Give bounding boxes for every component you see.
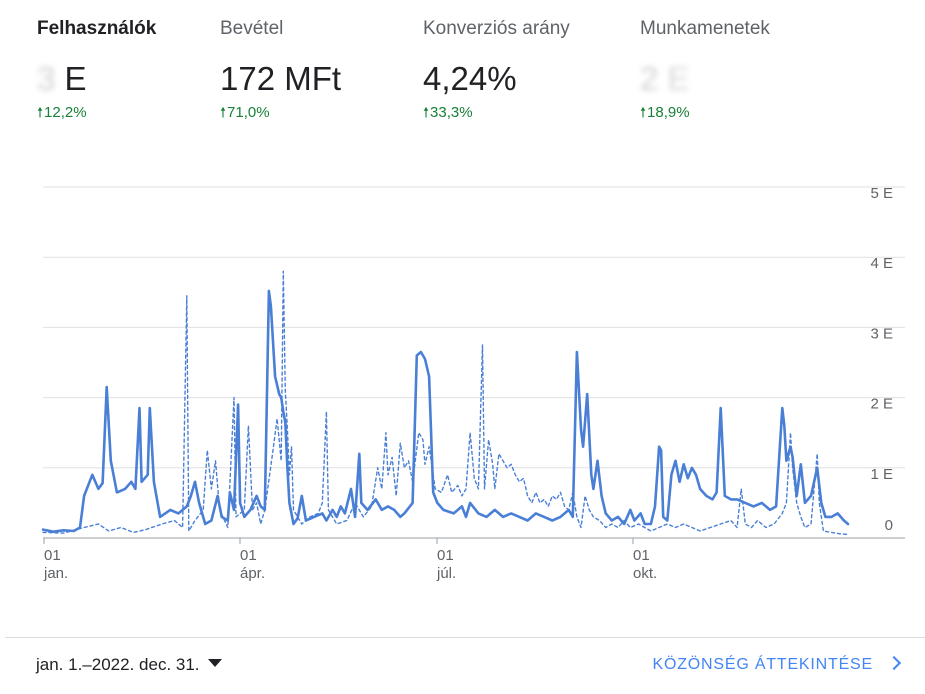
arrow-up-icon: 🠕 [423,104,430,120]
x-tick-month-label: jan. [43,565,68,582]
y-tick-label: 0 [885,517,893,534]
metric-users-change: 🠕12,2% [37,102,87,126]
metric-conversion-rate-change-value: 33,3% [430,104,473,121]
metric-sessions[interactable]: Munkamenetek 2 E 🠕18,9% [640,18,770,121]
audience-overview-label: KÖZÖNSÉG ÁTTEKINTÉSE [652,656,873,673]
x-tick-day-label: 01 [437,547,454,564]
x-tick-month-label: ápr. [240,565,265,582]
metric-users-value-hidden: 3 [37,60,56,97]
x-tick-month-label: júl. [436,565,456,582]
metric-conversion-rate-value: 4,24% [423,60,517,97]
metric-users-label: Felhasználók [37,18,157,39]
arrow-up-icon: 🠕 [640,104,647,120]
x-tick-month-label: okt. [633,565,657,582]
metric-conversion-rate[interactable]: Konverziós arány 4,24% 🠕33,3% [423,18,570,121]
caret-down-icon [207,659,222,667]
series-line-current [41,289,850,533]
metric-users-value: 3 E [37,60,87,98]
metric-sessions-label: Munkamenetek [640,18,770,39]
metric-revenue-change-value: 71,0% [227,104,270,121]
arrow-up-icon: 🠕 [37,104,44,120]
y-tick-label: 1 E [870,466,893,483]
series-line-comparison [42,270,849,536]
y-tick-label: 5 E [870,185,893,202]
metric-users[interactable]: Felhasználók 3 E 🠕12,2% [37,18,157,121]
metric-conversion-rate-label: Konverziós arány [423,18,570,39]
metric-revenue-change: 🠕71,0% [220,102,270,126]
metric-users-change-value: 12,2% [44,104,87,121]
y-tick-label: 4 E [870,255,893,272]
divider [5,637,925,638]
date-range-label: jan. 1.–2022. dec. 31. [36,655,200,674]
y-tick-label: 3 E [870,325,893,342]
metric-sessions-change-value: 18,9% [647,104,690,121]
metric-revenue[interactable]: Bevétel 172 MFt 🠕71,0% [220,18,341,121]
metric-sessions-value-hidden: 2 [640,60,659,97]
y-tick-label: 2 E [870,396,893,413]
metric-sessions-change: 🠕18,9% [640,102,690,126]
metric-sessions-value: 2 E [640,60,690,98]
x-tick-day-label: 01 [240,547,257,564]
arrow-up-icon: 🠕 [220,104,227,120]
metric-revenue-label: Bevétel [220,18,284,39]
date-range-selector[interactable]: jan. 1.–2022. dec. 31. [36,655,222,675]
x-tick-day-label: 01 [44,547,61,564]
metric-users-value-unit: E [64,60,87,97]
metric-conversion-rate-change: 🠕33,3% [423,102,473,126]
metric-revenue-value: 172 MFt [220,60,342,97]
audience-overview-link[interactable]: KÖZÖNSÉG ÁTTEKINTÉSE [652,655,902,674]
metric-sessions-value-unit: E [667,60,690,97]
chevron-right-icon [886,655,902,671]
x-tick-day-label: 01 [633,547,650,564]
